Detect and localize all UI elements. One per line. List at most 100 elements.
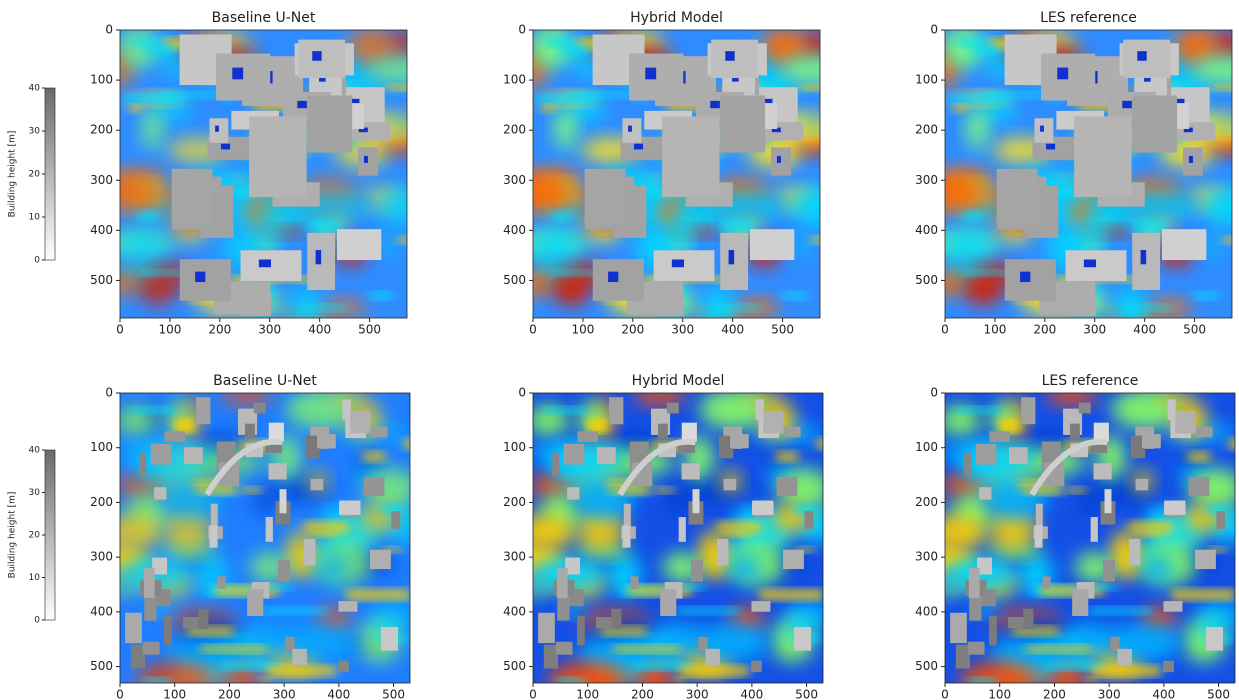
courtyard [259, 260, 271, 268]
flow-blob [926, 514, 986, 550]
building [1104, 489, 1111, 513]
street-band [537, 95, 595, 102]
street-band [541, 105, 555, 111]
building [1142, 434, 1161, 448]
building [705, 649, 719, 665]
building [266, 517, 273, 542]
street-band [128, 105, 142, 111]
building [143, 642, 160, 655]
y-tick-label: 0 [930, 23, 938, 37]
building [538, 613, 555, 643]
flow-blob [380, 233, 396, 259]
building [804, 511, 813, 529]
courtyard [1084, 260, 1096, 268]
x-tick-label: 200 [218, 688, 241, 700]
courtyard [215, 126, 219, 132]
building [1175, 411, 1195, 433]
building [391, 511, 400, 529]
x-tick-label: 200 [631, 688, 654, 700]
street-band [267, 667, 337, 675]
building [658, 424, 668, 439]
y-tick-label: 200 [503, 123, 526, 137]
flow-blob [377, 186, 435, 226]
building [1034, 525, 1042, 547]
flow-blob [944, 230, 993, 259]
y-tick-label: 500 [915, 659, 938, 673]
flow-blob [522, 569, 546, 597]
x-tick-label: 400 [721, 323, 744, 337]
street-band [680, 667, 750, 675]
street-band [1223, 237, 1239, 243]
building [144, 568, 155, 598]
building [1189, 477, 1210, 496]
field [91, 386, 455, 698]
building [557, 568, 568, 598]
courtyard [729, 250, 735, 264]
x-tick-label: 100 [988, 688, 1011, 700]
courtyard [1040, 126, 1044, 132]
building [556, 642, 573, 655]
street-band [1020, 486, 1061, 492]
building [209, 525, 217, 547]
building [371, 427, 387, 438]
street-band [307, 221, 341, 229]
street-band [1229, 440, 1239, 448]
flow-blob [139, 271, 178, 307]
building [1042, 576, 1050, 589]
courtyard [312, 51, 321, 61]
street-band [969, 679, 997, 685]
x-tick-label: 0 [941, 688, 949, 700]
flow-blob [552, 271, 591, 307]
x-tick-label: 100 [576, 688, 599, 700]
building [969, 595, 981, 621]
y-tick-label: 500 [90, 659, 113, 673]
building [564, 444, 585, 465]
x-tick-label: 500 [1207, 688, 1230, 700]
y-tick-label: 300 [915, 550, 938, 564]
y-tick-label: 400 [503, 604, 526, 618]
building [622, 525, 630, 547]
x-tick-label: 500 [771, 323, 794, 337]
street-band [552, 213, 570, 221]
colorbar-tick-label: 10 [29, 213, 41, 223]
street-band [1171, 590, 1235, 599]
street-band [363, 453, 386, 461]
building [969, 568, 980, 598]
building [245, 424, 255, 439]
colorbar-label: Building height [m] [8, 131, 18, 218]
street-band [177, 420, 192, 430]
colorbar-label: Building height [m] [8, 492, 18, 579]
flow-blob [634, 386, 686, 405]
building [720, 95, 765, 152]
building [968, 642, 985, 655]
courtyard [297, 101, 307, 108]
building [279, 489, 286, 513]
x-tick-label: 0 [529, 323, 537, 337]
x-tick-label: 400 [308, 323, 331, 337]
street-band [1012, 628, 1058, 635]
building [1216, 511, 1225, 529]
building [164, 431, 185, 442]
building [1196, 427, 1212, 438]
building [567, 487, 579, 499]
street-band [676, 608, 740, 613]
building [254, 403, 266, 414]
building [717, 539, 729, 566]
building [622, 118, 641, 143]
y-tick-label: 100 [90, 440, 113, 454]
street-band [124, 95, 182, 102]
street-band [720, 221, 754, 229]
street-band [263, 608, 327, 613]
colorbar [45, 88, 55, 260]
building [950, 613, 967, 643]
street-band [398, 237, 451, 243]
building [750, 229, 794, 260]
building [784, 427, 800, 438]
street-band [309, 533, 337, 537]
street-band [544, 408, 587, 413]
building [794, 627, 811, 651]
street-band [953, 105, 967, 111]
building [381, 627, 398, 651]
building [1163, 661, 1174, 672]
flow-blob [790, 186, 848, 226]
